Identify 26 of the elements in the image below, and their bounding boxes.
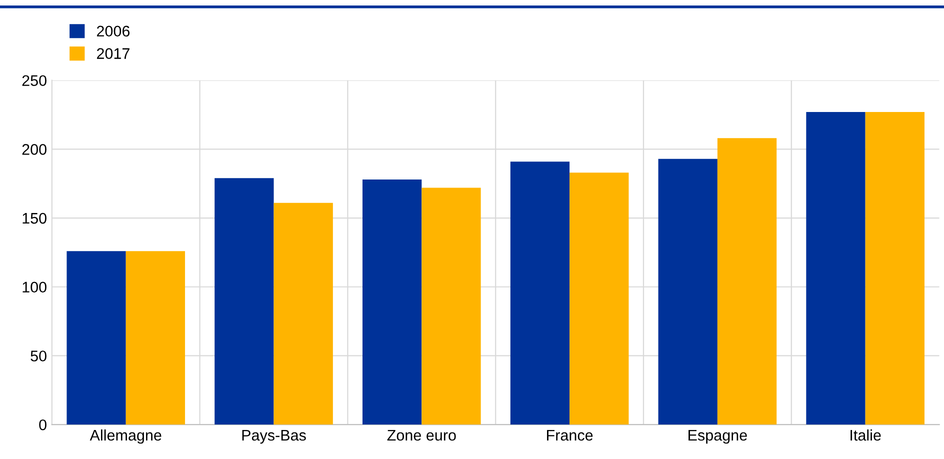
x-tick-label: France: [547, 430, 593, 441]
bar: [806, 112, 866, 425]
bar: [865, 112, 924, 425]
x-tick-label: Italie: [850, 429, 881, 441]
bar: [274, 202, 333, 425]
y-tick-label: 150: [22, 212, 46, 224]
bar: [214, 178, 274, 425]
x-tick-label: Zone euro: [387, 430, 456, 441]
x-tick-label: Allemagne: [90, 429, 162, 444]
y-tick-label: 50: [30, 350, 46, 362]
bar: [510, 162, 570, 425]
x-tick-label: Pays-Bas: [242, 430, 306, 444]
bar: [362, 179, 422, 425]
y-tick-label: 0: [39, 419, 46, 430]
bar: [126, 251, 186, 425]
bar: [570, 172, 629, 425]
y-tick-label: 250: [22, 75, 46, 86]
bar: [658, 158, 718, 425]
bar: [422, 188, 481, 425]
legend-label: 2006: [96, 26, 130, 37]
y-tick-label: 200: [22, 144, 46, 155]
y-tick-label: 100: [22, 282, 46, 293]
bar: [66, 251, 126, 425]
x-tick-label: Espagne: [688, 430, 747, 444]
legend-label: 2017: [96, 48, 130, 59]
bar: [717, 138, 777, 425]
